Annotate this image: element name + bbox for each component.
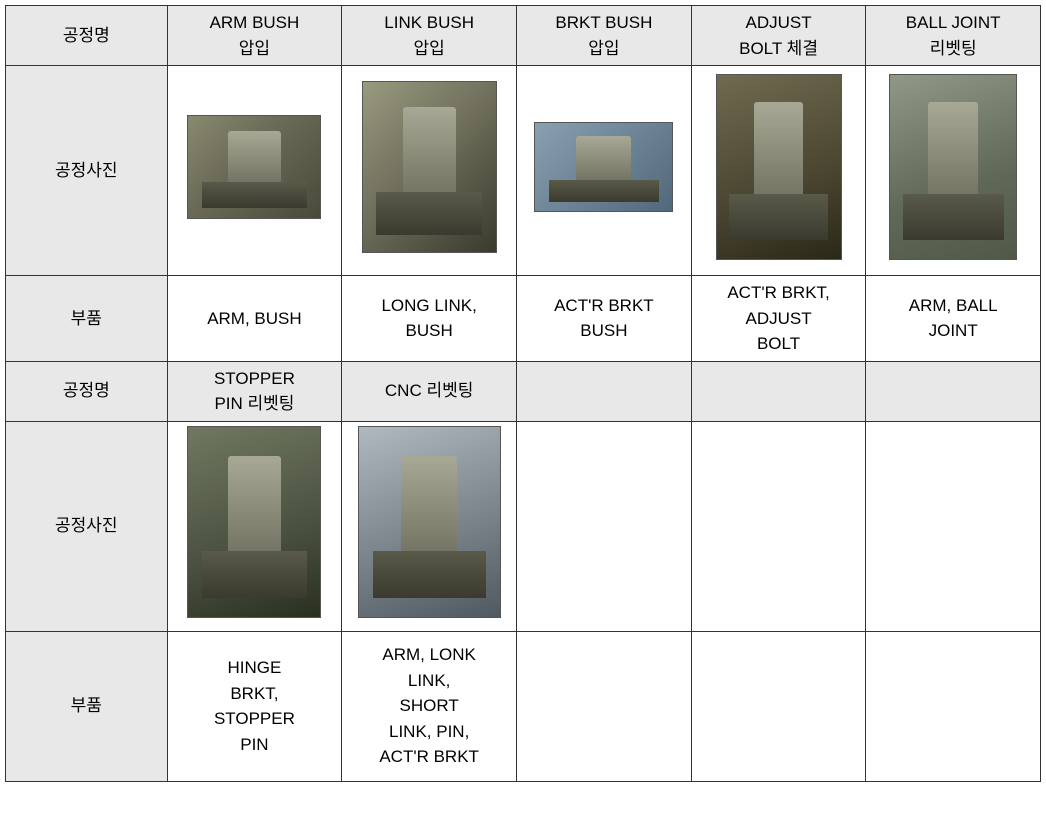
parts-cell: ARM, LONK LINK, SHORT LINK, PIN, ACT'R B… <box>342 631 517 781</box>
process-photo-link-bush <box>362 81 497 253</box>
parts-row-2: 부품 HINGE BRKT, STOPPER PIN ARM, LONK LIN… <box>6 631 1041 781</box>
parts-cell <box>866 631 1041 781</box>
process-name-row-1: 공정명 ARM BUSH 압입 LINK BUSH 압입 BRKT BUSH 압… <box>6 6 1041 66</box>
process-photo-cell <box>517 66 692 276</box>
row-label-process-name: 공정명 <box>6 6 168 66</box>
parts-cell: ACT'R BRKT, ADJUST BOLT <box>691 276 866 362</box>
process-name-cell <box>517 361 692 421</box>
row-label-process-photo: 공정사진 <box>6 421 168 631</box>
row-label-parts: 부품 <box>6 276 168 362</box>
process-name-cell: ADJUST BOLT 체결 <box>691 6 866 66</box>
process-photo-row-2: 공정사진 <box>6 421 1041 631</box>
process-photo-cell <box>342 66 517 276</box>
row-label-process-photo: 공정사진 <box>6 66 168 276</box>
process-photo-stopper-pin <box>187 426 321 618</box>
parts-cell: LONG LINK, BUSH <box>342 276 517 362</box>
process-photo-arm-bush <box>187 115 321 219</box>
parts-row-1: 부품 ARM, BUSH LONG LINK, BUSH ACT'R BRKT … <box>6 276 1041 362</box>
process-name-cell: BALL JOINT 리벳팅 <box>866 6 1041 66</box>
process-name-cell: STOPPER PIN 리벳팅 <box>167 361 342 421</box>
process-photo-cell <box>866 421 1041 631</box>
parts-cell <box>517 631 692 781</box>
process-photo-cell <box>866 66 1041 276</box>
process-photo-cell <box>517 421 692 631</box>
process-photo-row-1: 공정사진 <box>6 66 1041 276</box>
process-photo-brkt-bush <box>534 122 673 212</box>
process-photo-cnc-rivet <box>358 426 501 618</box>
process-photo-cell <box>691 421 866 631</box>
process-table: 공정명 ARM BUSH 압입 LINK BUSH 압입 BRKT BUSH 압… <box>5 5 1041 782</box>
parts-cell: ARM, BUSH <box>167 276 342 362</box>
process-photo-adjust-bolt <box>716 74 842 260</box>
parts-cell: ACT'R BRKT BUSH <box>517 276 692 362</box>
process-name-row-2: 공정명 STOPPER PIN 리벳팅 CNC 리벳팅 <box>6 361 1041 421</box>
process-name-cell <box>866 361 1041 421</box>
parts-cell: HINGE BRKT, STOPPER PIN <box>167 631 342 781</box>
process-photo-cell <box>691 66 866 276</box>
process-name-cell: CNC 리벳팅 <box>342 361 517 421</box>
parts-cell <box>691 631 866 781</box>
process-photo-cell <box>342 421 517 631</box>
row-label-parts: 부품 <box>6 631 168 781</box>
process-name-cell: LINK BUSH 압입 <box>342 6 517 66</box>
row-label-process-name: 공정명 <box>6 361 168 421</box>
process-photo-cell <box>167 421 342 631</box>
process-photo-cell <box>167 66 342 276</box>
process-name-cell: BRKT BUSH 압입 <box>517 6 692 66</box>
process-photo-ball-joint <box>889 74 1017 260</box>
process-name-cell: ARM BUSH 압입 <box>167 6 342 66</box>
process-name-cell <box>691 361 866 421</box>
parts-cell: ARM, BALL JOINT <box>866 276 1041 362</box>
